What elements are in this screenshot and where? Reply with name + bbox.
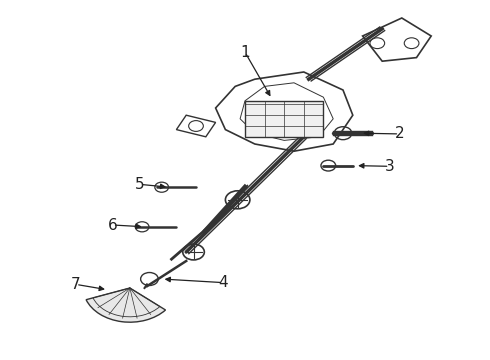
Text: 2: 2 [394,126,404,141]
Wedge shape [86,288,166,322]
Text: 4: 4 [218,275,228,290]
Text: 6: 6 [108,217,118,233]
Text: 3: 3 [385,159,394,174]
Text: 5: 5 [135,177,145,192]
Text: 1: 1 [240,45,250,60]
Text: 7: 7 [71,277,81,292]
FancyBboxPatch shape [245,101,323,137]
